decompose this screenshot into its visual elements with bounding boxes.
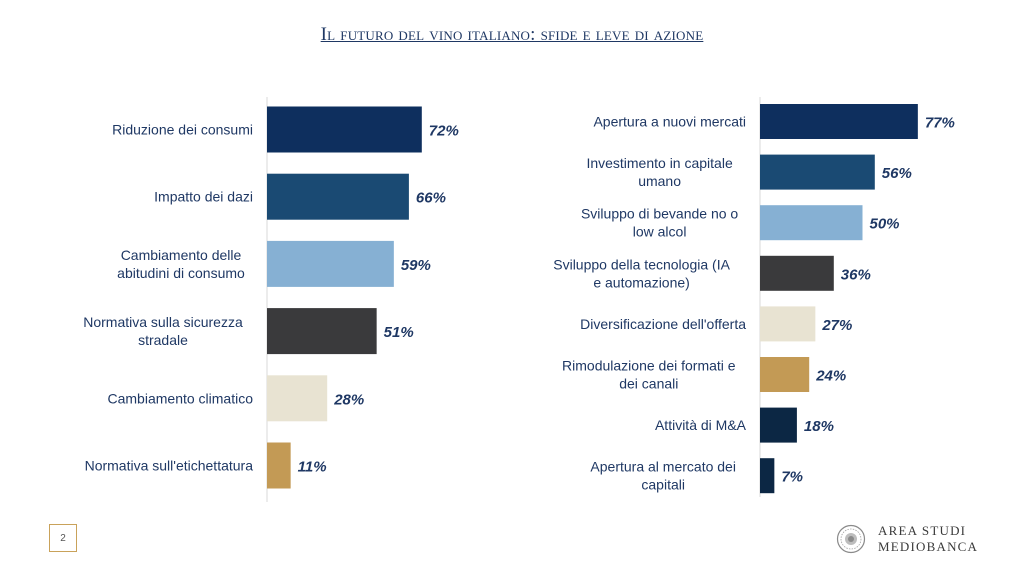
right-bar-3: [760, 205, 863, 241]
left-data-label-6: 11%: [298, 459, 327, 476]
left-data-label-1: 72%: [429, 123, 459, 140]
left-bar-5: [267, 375, 328, 422]
right-data-label-8: 7%: [781, 469, 803, 486]
right-bar-4: [760, 255, 834, 291]
right-data-label-5: 27%: [821, 317, 852, 334]
right-category-label-6: Rimodulazione dei formati e dei canali: [562, 358, 736, 392]
left-bar-4: [267, 308, 377, 355]
logo-line-2: MEDIOBANCA: [878, 539, 979, 554]
right-category-label-2: Investimento in capitale umano: [586, 155, 733, 189]
left-bar-2: [267, 173, 409, 220]
right-category-label-1: Apertura a nuovi mercati: [593, 114, 746, 130]
page-title: Il futuro del vino italiano: sfide e lev…: [320, 24, 704, 45]
left-category-label-6: Normativa sull'etichettatura: [85, 458, 254, 474]
left-data-label-3: 59%: [401, 257, 431, 274]
right-category-label-4: Sviluppo della tecnologia (IA e automazio…: [553, 256, 730, 290]
right-data-label-6: 24%: [815, 368, 846, 385]
right-bar-8: [760, 458, 775, 494]
seal-icon: [836, 524, 866, 554]
right-category-label-5: Diversificazione dell'offerta: [580, 316, 746, 332]
right-bar-2: [760, 154, 875, 190]
right-data-label-2: 56%: [882, 165, 912, 182]
right-data-label-3: 50%: [870, 216, 900, 233]
right-data-label-7: 18%: [804, 418, 834, 435]
left-category-label-1: Riduzione dei consumi: [112, 122, 253, 138]
left-data-label-5: 28%: [333, 391, 364, 408]
right-category-label-3: Sviluppo di bevande no o low alcol: [581, 206, 738, 240]
logo-line-1: AREA STUDI: [878, 523, 967, 538]
left-category-label-4: Normativa sulla sicurezza stradale: [83, 314, 243, 348]
right-data-label-4: 36%: [841, 266, 871, 283]
right-bar-7: [760, 407, 797, 443]
right-bar-5: [760, 306, 816, 342]
left-data-label-4: 51%: [384, 324, 414, 341]
right-data-label-1: 77%: [925, 115, 955, 132]
left-data-label-2: 66%: [416, 190, 446, 207]
right-bar-1: [760, 104, 918, 139]
left-bar-1: [267, 106, 422, 153]
right-category-label-8: Apertura al mercato dei capitali: [590, 459, 736, 493]
left-category-label-5: Cambiamento climatico: [108, 390, 254, 406]
left-category-label-2: Impatto dei dazi: [154, 189, 253, 205]
page-number: 2: [49, 524, 77, 552]
left-bar-6: [267, 442, 291, 489]
right-category-label-7: Attività di M&A: [655, 417, 747, 433]
left-bar-3: [267, 240, 394, 287]
right-bar-6: [760, 357, 810, 392]
left-category-label-3: Cambiamento delle abitudini di consumo: [117, 247, 245, 281]
logo-text: AREA STUDI MEDIOBANCA: [878, 523, 978, 555]
mediobanca-logo: AREA STUDI MEDIOBANCA: [836, 520, 996, 560]
